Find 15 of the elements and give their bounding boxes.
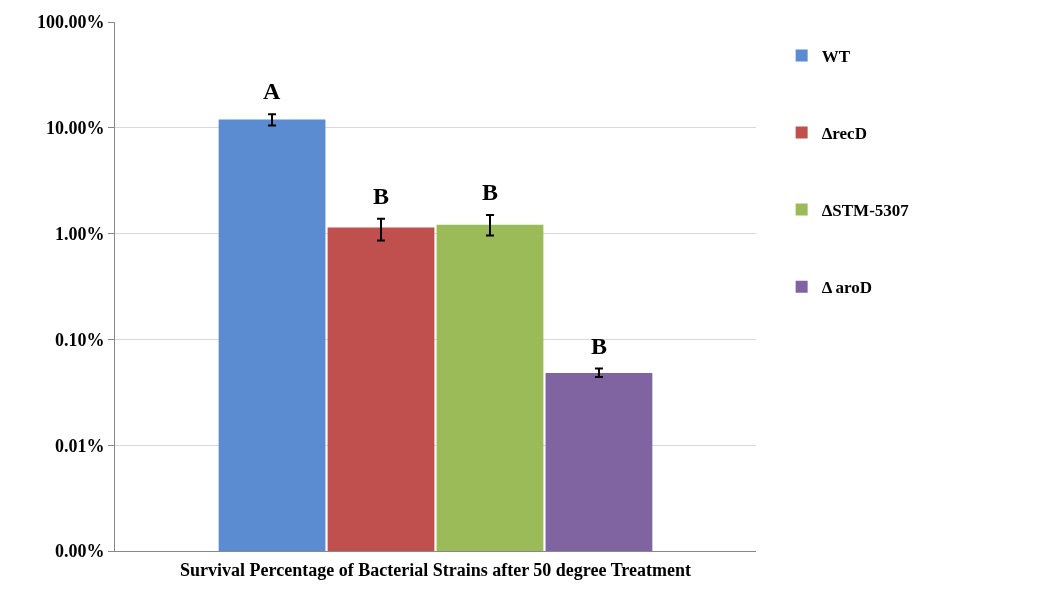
y-tick-label: 100.00% <box>36 12 105 33</box>
annotation: B <box>591 333 608 359</box>
annotation: B <box>482 179 499 205</box>
y-tick-label: 0.01% <box>54 435 105 456</box>
legend-label: ΔSTM-5307 <box>821 201 910 221</box>
legend-label: Δ aroD <box>821 278 873 298</box>
annotation: B <box>373 183 390 209</box>
legend-label: ΔrecD <box>821 124 867 144</box>
y-tick-label: 0.00% <box>54 541 105 562</box>
y-tick-label: 10.00% <box>45 118 105 139</box>
y-tick-label: 1.00% <box>54 223 105 244</box>
legend-label: WT <box>821 47 851 67</box>
annotation: A <box>263 78 281 104</box>
y-tick-label: 0.10% <box>54 329 105 350</box>
x-axis-title: Survival Percentage of Bacterial Strains after 50 degree Treatment <box>180 559 691 580</box>
